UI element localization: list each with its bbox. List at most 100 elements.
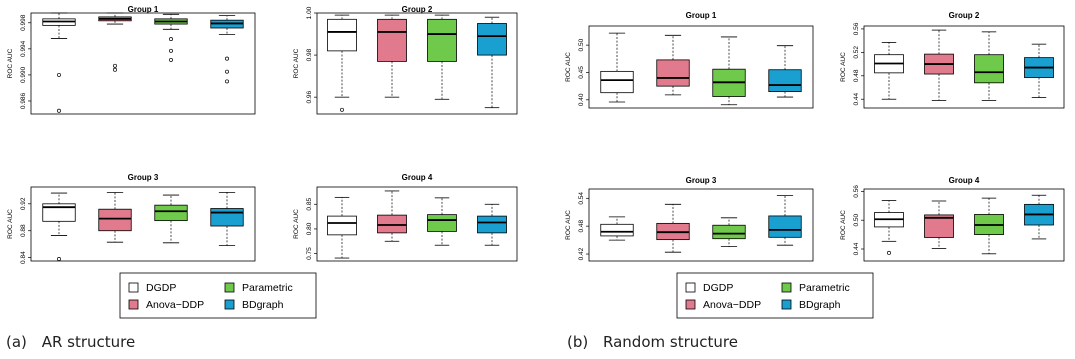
outlier-point bbox=[113, 67, 117, 72]
plot-frame bbox=[30, 12, 256, 115]
legend-label-dgdp: DGDP bbox=[146, 282, 176, 294]
box-dgdp bbox=[600, 216, 634, 241]
legend-swatch-bdgraph bbox=[224, 299, 235, 310]
legend-label-dgdp: DGDP bbox=[703, 282, 733, 294]
iqr-box bbox=[974, 54, 1004, 84]
box-anova-ddp bbox=[98, 191, 132, 243]
iqr-box bbox=[210, 208, 244, 227]
caption-b-tag: (b) bbox=[567, 333, 589, 351]
legend-a: DGDP Anova−DDP Parametric BDgraph bbox=[119, 272, 317, 319]
y-tick-label: 0.80 bbox=[306, 222, 313, 235]
box-dgdp bbox=[327, 14, 357, 112]
iqr-box bbox=[327, 215, 357, 236]
y-tick-label: 0.50 bbox=[578, 38, 585, 51]
y-tick-label: 0.56 bbox=[853, 22, 860, 35]
iqr-box bbox=[656, 59, 690, 87]
outlier-point bbox=[225, 56, 229, 61]
plot-frame bbox=[863, 25, 1065, 109]
box-parametric bbox=[154, 13, 188, 62]
legend-swatch-dgdp bbox=[128, 282, 139, 293]
box-anova-ddp bbox=[377, 14, 407, 98]
outlier-point bbox=[340, 107, 344, 112]
box-bdgraph bbox=[768, 45, 802, 98]
iqr-box bbox=[477, 215, 507, 234]
panel-title: Group 1 bbox=[128, 5, 159, 14]
legend-swatch-anova-ddp bbox=[685, 299, 696, 310]
box-anova-ddp bbox=[924, 200, 954, 249]
legend-label-parametric: Parametric bbox=[799, 282, 850, 294]
y-axis-label: ROC AUC bbox=[7, 209, 14, 239]
box-dgdp bbox=[600, 32, 634, 103]
y-tick-label: 0.998 bbox=[20, 14, 27, 31]
iqr-box bbox=[154, 204, 188, 222]
box-parametric bbox=[712, 36, 746, 106]
iqr-box bbox=[768, 215, 802, 238]
outlier-point bbox=[887, 250, 891, 255]
panel-title: Group 3 bbox=[128, 173, 159, 182]
y-tick-label: 0.48 bbox=[578, 219, 585, 232]
box-bdgraph bbox=[210, 15, 244, 84]
outlier-point bbox=[57, 72, 61, 77]
box-bdgraph bbox=[477, 16, 507, 109]
iqr-box bbox=[427, 214, 457, 232]
iqr-box bbox=[427, 18, 457, 62]
box-bdgraph bbox=[210, 191, 244, 246]
outlier-point bbox=[225, 69, 229, 74]
caption-b-text: Random structure bbox=[603, 333, 738, 351]
caption-a: (a) AR structure bbox=[6, 333, 135, 351]
y-axis-label: ROC AUC bbox=[7, 48, 14, 78]
box-parametric bbox=[427, 14, 457, 100]
y-tick-label: 0.54 bbox=[578, 192, 585, 205]
legend-label-bdgraph: BDgraph bbox=[799, 299, 841, 311]
outlier-point bbox=[225, 79, 229, 84]
plot-frame bbox=[30, 186, 256, 262]
box-bdgraph bbox=[768, 195, 802, 246]
iqr-box bbox=[327, 18, 357, 52]
legend-label-anova-ddp: Anova−DDP bbox=[703, 299, 761, 311]
box-anova-ddp bbox=[924, 29, 954, 101]
y-tick-label: 0.44 bbox=[853, 93, 860, 106]
y-axis-label: ROC AUC bbox=[565, 52, 572, 82]
box-anova-ddp bbox=[377, 190, 407, 242]
plot-frame bbox=[588, 25, 814, 109]
legend-frame bbox=[119, 272, 317, 319]
box-dgdp bbox=[42, 12, 76, 113]
y-axis-label: ROC AUC bbox=[293, 209, 300, 239]
y-axis-label: ROC AUC bbox=[840, 210, 847, 240]
panel-title: Group 4 bbox=[949, 176, 980, 185]
iqr-box bbox=[712, 224, 746, 240]
y-tick-label: 0.42 bbox=[578, 247, 585, 260]
y-axis-label: ROC AUC bbox=[840, 52, 847, 82]
legend-swatch-bdgraph bbox=[781, 299, 792, 310]
y-tick-label: 0.48 bbox=[853, 69, 860, 82]
iqr-box bbox=[42, 203, 76, 222]
y-tick-label: 0.98 bbox=[306, 48, 313, 61]
panel-title: Group 2 bbox=[402, 5, 433, 14]
y-tick-label: 0.40 bbox=[578, 93, 585, 106]
boxplot-panel-4: Group 4 ROC AUC 0.75 0.80 0.85 bbox=[293, 173, 518, 262]
iqr-box bbox=[98, 208, 132, 232]
box-parametric bbox=[974, 31, 1004, 101]
legend-b: DGDP Anova−DDP Parametric BDgraph bbox=[676, 272, 874, 319]
legend-label-parametric: Parametric bbox=[242, 282, 293, 294]
legend-swatch-anova-ddp bbox=[128, 299, 139, 310]
iqr-box bbox=[600, 223, 634, 237]
legend-label-anova-ddp: Anova−DDP bbox=[146, 299, 204, 311]
box-bdgraph bbox=[1024, 43, 1054, 98]
panel-title: Group 3 bbox=[686, 176, 717, 185]
boxplot-panel-1: Group 1 ROC AUC 0.986 0.990 0.994 0.998 bbox=[7, 5, 256, 115]
y-tick-label: 0.52 bbox=[853, 46, 860, 59]
caption-a-text: AR structure bbox=[41, 333, 136, 351]
box-parametric bbox=[974, 197, 1004, 255]
plot-frame bbox=[316, 12, 518, 115]
box-dgdp bbox=[327, 196, 357, 259]
boxplot-panel-8: Group 4 ROC AUC 0.44 0.50 0.56 bbox=[840, 176, 1065, 262]
caption-b: (b) Random structure bbox=[567, 333, 738, 351]
panel-title: Group 4 bbox=[402, 173, 433, 182]
iqr-box bbox=[924, 214, 954, 238]
y-tick-label: 0.85 bbox=[306, 198, 313, 211]
outlier-point bbox=[169, 57, 173, 62]
boxplot-panel-7: Group 3 ROC AUC 0.42 0.48 0.54 bbox=[565, 176, 814, 262]
y-tick-label: 0.45 bbox=[578, 66, 585, 79]
